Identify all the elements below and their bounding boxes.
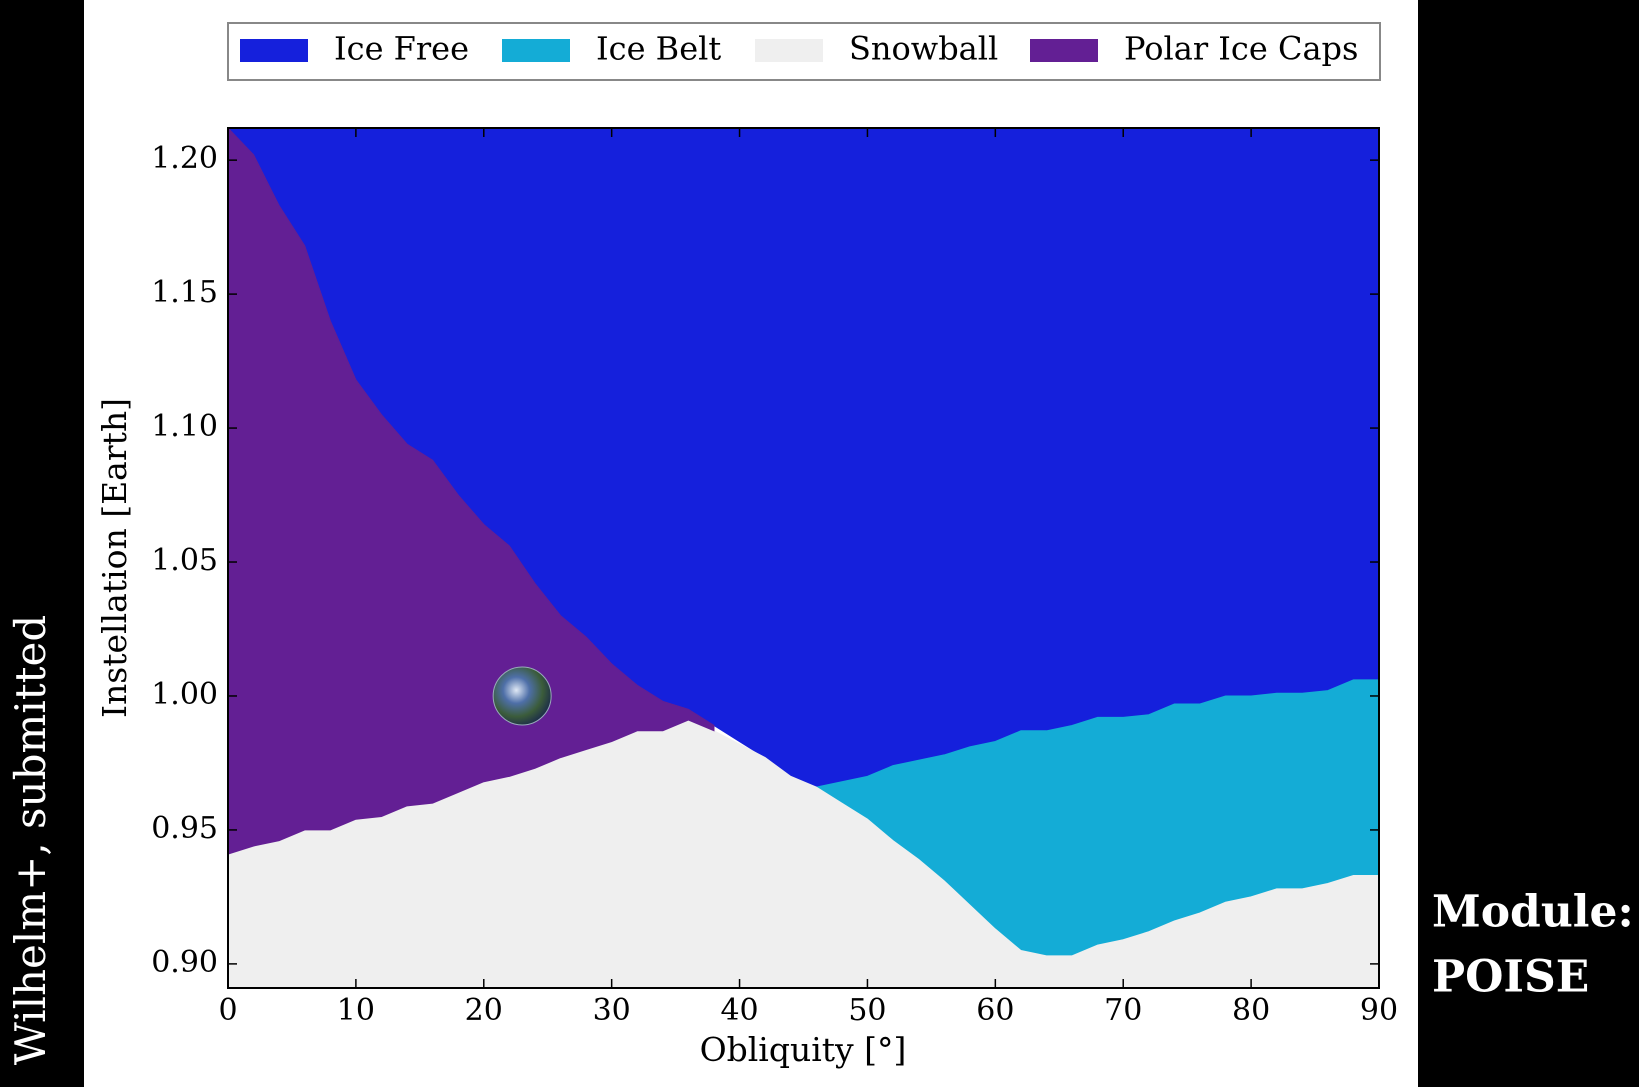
x-tick-label: 60 [976, 993, 1014, 1028]
x-tick-label: 0 [218, 993, 237, 1028]
x-tick-label: 70 [1104, 993, 1142, 1028]
module-label: Module: [1432, 887, 1634, 938]
x-tick-label: 20 [465, 993, 503, 1028]
y-tick-label: 1.20 [151, 141, 218, 176]
earth-marker [493, 667, 551, 725]
y-tick-label: 1.10 [151, 409, 218, 444]
x-tick-label: 30 [593, 993, 631, 1028]
legend-label: Snowball [849, 30, 998, 68]
credit: Wilhelm+, submitted [6, 615, 55, 1066]
y-tick-label: 1.05 [151, 543, 218, 578]
module-name: POISE [1432, 952, 1589, 1003]
legend-swatch [1030, 39, 1098, 62]
x-axis-label: Obliquity [°] [700, 1030, 907, 1069]
legend-swatch [240, 39, 308, 62]
x-tick-label: 40 [720, 993, 758, 1028]
legend-label: Ice Belt [596, 30, 721, 68]
legend-label: Ice Free [334, 30, 469, 68]
legend-swatch [502, 39, 570, 62]
y-tick-label: 1.15 [151, 275, 218, 310]
legend-label: Polar Ice Caps [1124, 30, 1358, 68]
legend-swatch [755, 39, 823, 62]
y-tick-label: 0.90 [151, 945, 218, 980]
x-tick-label: 10 [337, 993, 375, 1028]
x-tick-label: 90 [1360, 993, 1398, 1028]
y-tick-label: 1.00 [151, 677, 218, 712]
chart: Obliquity [°] Instellation [Earth] Wilhe… [0, 0, 1639, 1087]
y-axis-label: Instellation [Earth] [95, 398, 134, 718]
x-tick-label: 80 [1232, 993, 1270, 1028]
y-tick-label: 0.95 [151, 811, 218, 846]
page: Obliquity [°] Instellation [Earth] Wilhe… [0, 0, 1639, 1087]
x-tick-label: 50 [848, 993, 886, 1028]
plot-area [228, 128, 1379, 988]
